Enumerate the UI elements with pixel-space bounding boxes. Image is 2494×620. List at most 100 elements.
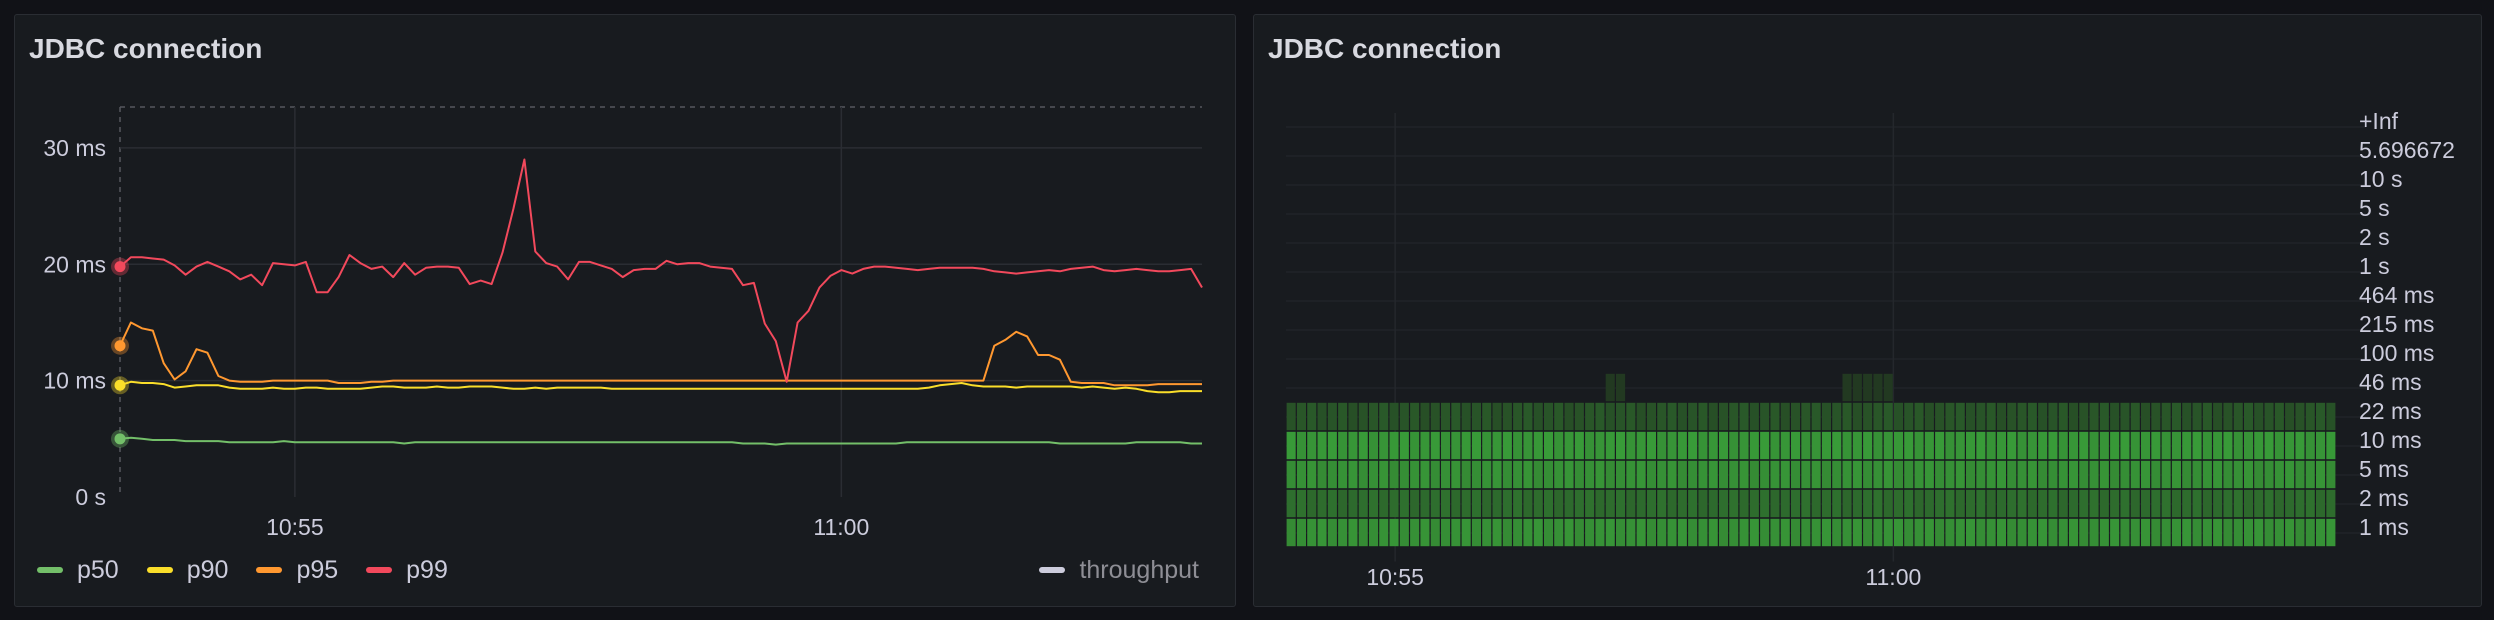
heatmap-cell: [1286, 489, 1296, 518]
heatmap-cell: [2254, 460, 2264, 489]
heatmap-cell: [2285, 489, 2295, 518]
heatmap-cell: [2316, 518, 2326, 547]
legend-swatch: [366, 567, 393, 573]
heatmap-cell: [1667, 460, 1677, 489]
heatmap-cell: [1482, 518, 1492, 547]
heatmap-cell: [2233, 431, 2243, 460]
heatmap-cell: [1471, 431, 1481, 460]
heatmap-cell: [1667, 518, 1677, 547]
heatmap-cell: [1574, 460, 1584, 489]
heatmap-cell: [1533, 460, 1543, 489]
heatmap-cell: [2007, 489, 2017, 518]
heatmap-cell: [1863, 518, 1873, 547]
heatmap-cell: [1883, 402, 1893, 431]
heatmap-cell: [1389, 460, 1399, 489]
hover-marker-p90: [114, 379, 126, 391]
y-bucket-label: 1 ms: [2359, 514, 2409, 540]
heatmap-cell: [2326, 489, 2336, 518]
heatmap-cell: [1605, 402, 1615, 431]
heatmap-cell: [2192, 489, 2202, 518]
heatmap-cell: [1544, 402, 1554, 431]
legend-item-p90[interactable]: p90: [146, 556, 228, 585]
heatmap-cell: [1369, 431, 1379, 460]
heatmap-cell: [2223, 518, 2233, 547]
heatmap-cell: [1533, 518, 1543, 547]
heatmap-cell: [2295, 431, 2305, 460]
heatmap-cell: [1873, 431, 1883, 460]
heatmap-cell: [1688, 489, 1698, 518]
panel-title: JDBC connection: [1268, 33, 1502, 64]
heatmap-cell: [1667, 431, 1677, 460]
heatmap-cell: [2027, 518, 2037, 547]
heatmap-cell: [1883, 373, 1893, 402]
heatmap-cell: [1996, 518, 2006, 547]
heatmap-cell: [1760, 518, 1770, 547]
heatmap-cell: [2305, 431, 2315, 460]
heatmap-chart[interactable]: +Inf 5.696672 10 s 5 s 2 s 1 s 464 ms 215 ms 100…: [1254, 15, 2483, 608]
latency-timeseries-panel[interactable]: JDBC connection 0 s 10 ms 20 ms 30 ms 10:55 1…: [14, 14, 1236, 607]
legend-item-p50[interactable]: p50: [37, 556, 119, 585]
heatmap-cell: [1688, 460, 1698, 489]
heatmap-cell: [1986, 489, 1996, 518]
heatmap-cell: [1996, 431, 2006, 460]
heatmap-cell: [1667, 489, 1677, 518]
heatmap-cell: [2305, 402, 2315, 431]
legend-label: p50: [77, 555, 119, 584]
heatmap-cell: [2285, 431, 2295, 460]
heatmap-cell: [1369, 518, 1379, 547]
heatmap-cell: [1471, 489, 1481, 518]
heatmap-cell: [1441, 460, 1451, 489]
heatmap-cell: [2202, 489, 2212, 518]
latency-heatmap-panel[interactable]: JDBC connection +Inf 5.696672 10 s 5 s 2 s 1 …: [1253, 14, 2482, 607]
heatmap-cell: [2141, 518, 2151, 547]
heatmap-cell: [2244, 460, 2254, 489]
heatmap-cell: [2110, 518, 2120, 547]
heatmap-cell: [2295, 460, 2305, 489]
heatmap-cell: [1801, 489, 1811, 518]
legend-item-throughput[interactable]: throughput: [1039, 555, 1199, 585]
heatmap-cell: [1482, 489, 1492, 518]
legend-swatch: [1039, 567, 1066, 573]
heatmap-cell: [1358, 518, 1368, 547]
heatmap-cell: [1801, 402, 1811, 431]
heatmap-cell: [2017, 402, 2027, 431]
heatmap-cell: [2171, 402, 2181, 431]
heatmap-cell: [1935, 489, 1945, 518]
heatmap-cell: [1441, 431, 1451, 460]
y-bucket-label: 46 ms: [2359, 369, 2422, 395]
heatmap-cell: [1955, 460, 1965, 489]
heatmap-cell: [1461, 518, 1471, 547]
heatmap-cell: [1852, 460, 1862, 489]
heatmap-cell: [2007, 431, 2017, 460]
heatmap-cell: [2274, 518, 2284, 547]
series-line-p99: [119, 158, 1203, 383]
legend-item-p99[interactable]: p99: [366, 556, 448, 585]
heatmap-cell: [2099, 489, 2109, 518]
heatmap-cell: [1842, 431, 1852, 460]
heatmap-cell: [1502, 518, 1512, 547]
heatmap-cell: [1379, 402, 1389, 431]
heatmap-cell: [1399, 402, 1409, 431]
heatmap-cell: [2058, 431, 2068, 460]
heatmap-cell: [2120, 402, 2130, 431]
heatmap-cell: [2254, 402, 2264, 431]
legend-item-p95[interactable]: p95: [256, 556, 338, 585]
heatmap-cell: [1307, 402, 1317, 431]
heatmap-cell: [2202, 518, 2212, 547]
hover-marker-p99: [114, 261, 126, 273]
x-tick-label: 10:55: [266, 514, 324, 540]
heatmap-cell: [1296, 518, 1306, 547]
heatmap-cell: [2285, 518, 2295, 547]
heatmap-cell: [1739, 460, 1749, 489]
heatmap-cell: [1616, 402, 1626, 431]
heatmap-cell: [1595, 402, 1605, 431]
heatmap-cell: [2326, 431, 2336, 460]
heatmap-cell: [2089, 431, 2099, 460]
heatmap-cell: [1307, 518, 1317, 547]
y-bucket-label: 2 s: [2359, 224, 2390, 250]
heatmap-cell: [1976, 460, 1986, 489]
heatmap-cell: [1564, 431, 1574, 460]
line-chart[interactable]: 0 s 10 ms 20 ms 30 ms 10:55 11:00: [15, 15, 1237, 608]
heatmap-cell: [2192, 402, 2202, 431]
heatmap-cell: [1883, 518, 1893, 547]
